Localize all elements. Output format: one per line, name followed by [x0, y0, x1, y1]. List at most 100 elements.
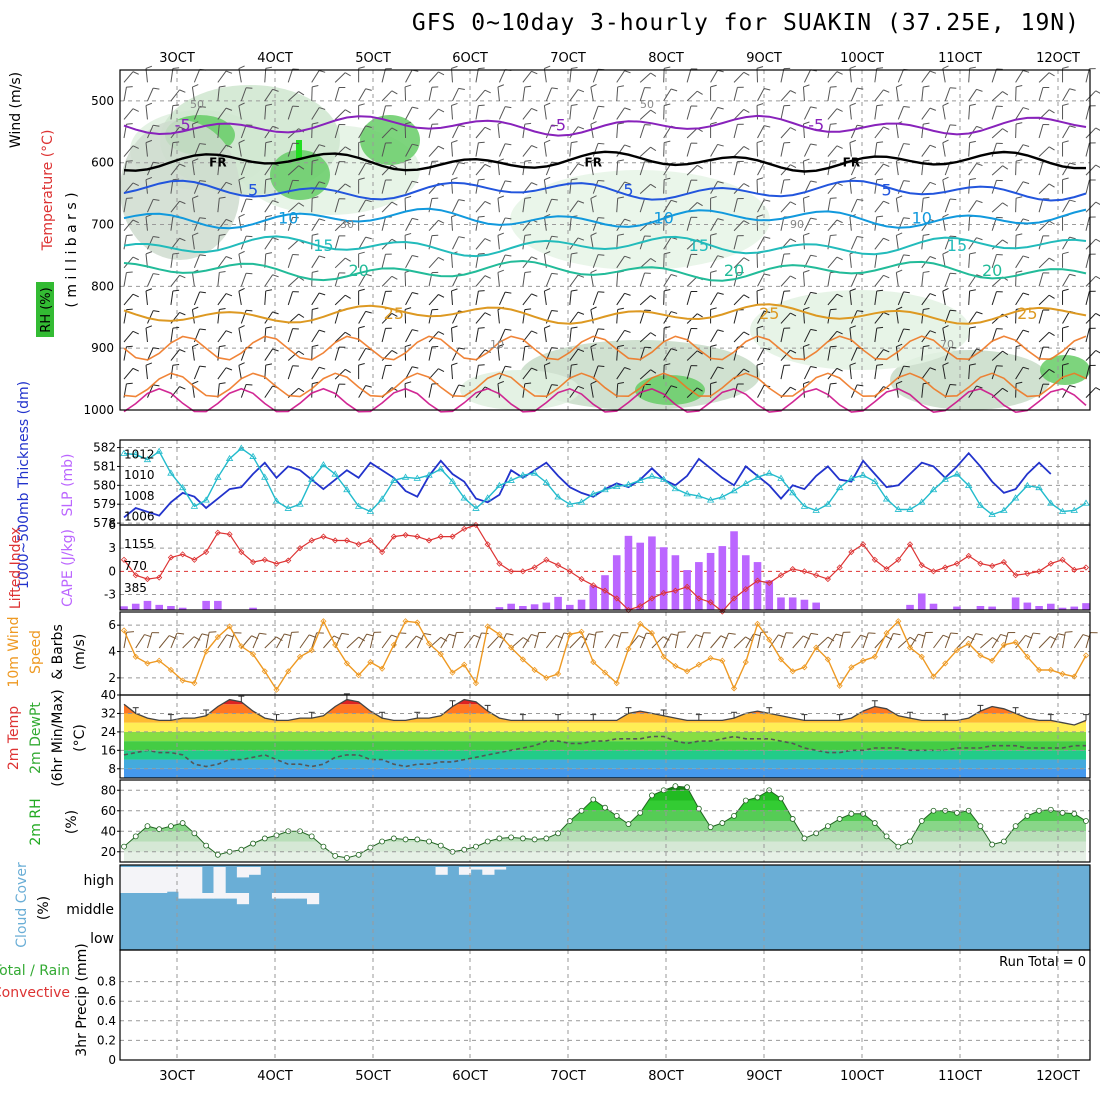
upper-air-wind-barb [944, 198, 951, 213]
wind-barb-flag [830, 308, 837, 311]
surface-wind-barb [1038, 636, 1051, 649]
wind-barb-flag [505, 180, 512, 183]
wind-barb-flag [577, 311, 585, 315]
upper-air-wind-barb [191, 235, 195, 250]
upper-air-wind-barb [874, 179, 878, 194]
wind-barb-flag [929, 70, 937, 74]
surface-wind-barb [745, 633, 754, 649]
bottom-day-label: 9OCT [746, 1069, 782, 1084]
upper-air-wind-barb [827, 256, 838, 269]
lifted-index-point [179, 551, 186, 558]
wind-barb-flag [531, 330, 538, 334]
cloud-gap [470, 867, 483, 870]
wind-barb-flag [756, 103, 764, 106]
lifted-index-point [379, 548, 386, 556]
wind-barb-flag [132, 293, 139, 298]
upper-air-wind-barb [733, 198, 738, 213]
wind-barb-flag [298, 350, 305, 356]
upper-air-wind-barb [264, 200, 274, 213]
upper-air-wind-barb [921, 367, 931, 380]
rh-legend-swatch [36, 282, 54, 337]
wind-barb-flag [836, 71, 843, 75]
wind-barb-flag [710, 307, 717, 310]
cape-bar [178, 607, 187, 610]
wind-barb-flag [830, 123, 837, 125]
wind-barb-flag [1062, 251, 1069, 255]
upper-air-wind-barb [849, 105, 852, 120]
wind-barb-flag [225, 367, 233, 371]
wind-barb-flag [544, 139, 551, 144]
rh-point [320, 843, 327, 850]
wind-barb-flag [497, 232, 505, 236]
wind-speed-point [1012, 639, 1019, 646]
cape-bar [1011, 597, 1020, 610]
upper-air-wind-barb [497, 124, 500, 139]
wind-barb-flag [949, 309, 957, 312]
wind-barb-flag [1062, 177, 1069, 181]
upper-air-wind-barb [639, 161, 645, 176]
rh-point [1059, 809, 1066, 816]
wind-speed-point [590, 658, 597, 666]
rh-point [778, 795, 784, 802]
cloud-gap [236, 893, 250, 905]
wind-barb-flag [365, 236, 372, 240]
temp-axis-label: 2m DewPt [28, 702, 44, 774]
wind-tick-label: 2 [108, 671, 116, 685]
wind-barb-flag [929, 293, 937, 297]
precip-tick-label: 0.2 [97, 1033, 116, 1047]
wind-barb-flag [803, 232, 810, 236]
lifted-index-point [156, 574, 163, 581]
slp-point [425, 471, 433, 478]
wind-barb-flag [126, 86, 133, 88]
wind-barb-flag [284, 633, 292, 637]
wind-axis-label: Speed [28, 630, 44, 674]
lifted-index-point [754, 577, 761, 584]
cloud-gap [248, 867, 261, 875]
upper-air-wind-barb [358, 125, 367, 139]
wind-barb-flag [756, 177, 764, 181]
wind-barb-flag [571, 178, 578, 181]
upper-air-wind-barb [240, 273, 247, 287]
wind-barb-flag [544, 65, 551, 69]
upper-air-wind-barb [264, 348, 274, 361]
wind-barb-flag [265, 215, 273, 218]
upper-air-wind-barb [616, 272, 619, 287]
upper-air-wind-barb [334, 109, 346, 120]
upper-air-wind-barb [240, 384, 247, 398]
wind-barb-flag [358, 288, 365, 292]
upper-air-wind-barb [170, 290, 174, 305]
upper-air-wind-barb [217, 293, 227, 306]
wind-barb-flag [344, 257, 351, 262]
upper-air-wind-barb [921, 86, 924, 101]
wind-barb-flag [179, 237, 186, 242]
wind-barb-flag [246, 198, 253, 201]
upper-air-wind-barb [897, 254, 905, 269]
slp-tick-label: 1012 [124, 448, 155, 462]
upper-air-wind-barb [942, 105, 946, 120]
wind-barb-flag [344, 109, 351, 114]
upper-air-wind-barb [874, 312, 884, 324]
upper-air-wind-barb [921, 346, 924, 361]
upper-air-wind-barb [475, 105, 479, 120]
wind-barb-flag [226, 634, 234, 638]
upper-air-wind-barb [191, 346, 195, 361]
rh-point [121, 843, 127, 850]
lifted-index-point [895, 556, 902, 563]
upper-air-wind-barb [428, 87, 433, 102]
wind-barb-flag [883, 311, 890, 316]
wind-barb-flag [132, 330, 139, 335]
upper-air-wind-barb [1085, 127, 1097, 139]
rh-point [684, 784, 691, 791]
lifted-index-point [414, 533, 421, 540]
wind-barb-flag [1095, 350, 1100, 354]
cloud-gap [225, 893, 238, 899]
wind-barb-flag [524, 234, 532, 236]
wind-barb-flag [942, 102, 949, 107]
temp-band [124, 750, 1086, 760]
upper-air-wind-barb [639, 272, 645, 287]
wind-barb-flag [391, 127, 398, 132]
wind-speed-point [367, 658, 374, 666]
lifted-index-point [883, 565, 890, 573]
upper-air-wind-barb [191, 272, 195, 287]
slp-point [976, 501, 985, 508]
